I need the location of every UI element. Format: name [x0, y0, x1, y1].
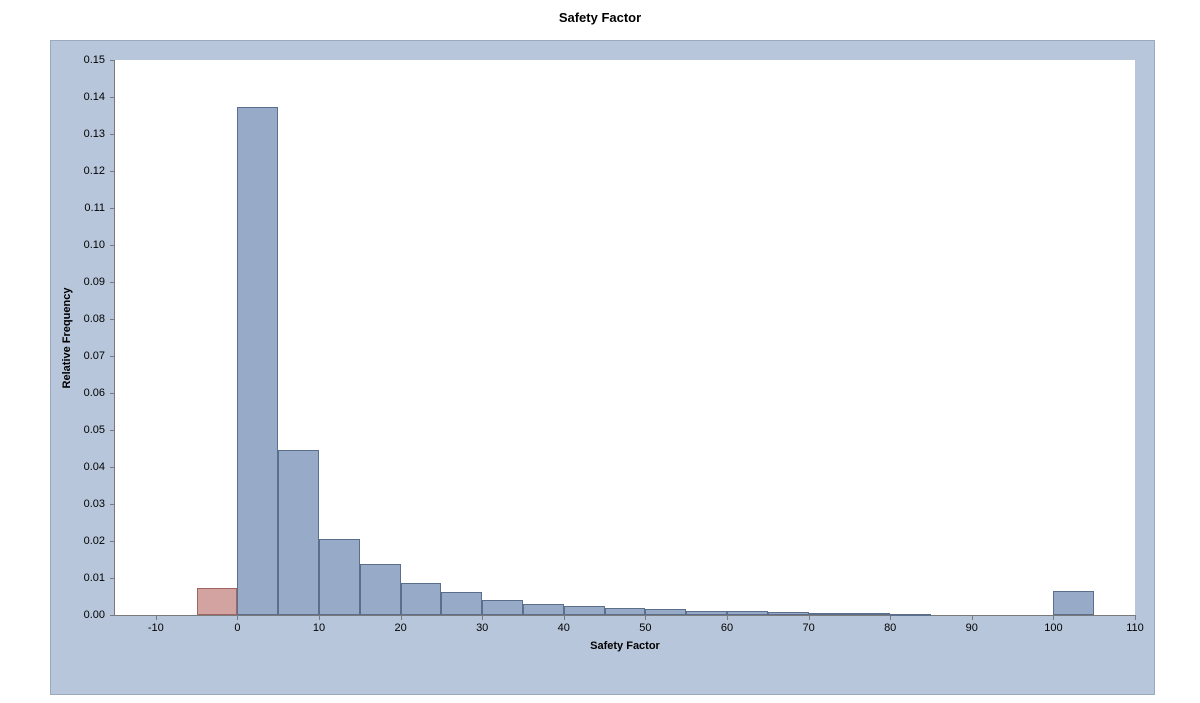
y-tick: [110, 578, 115, 579]
y-tick-label: 0.12: [75, 165, 105, 177]
histogram-bar-positive: [849, 613, 890, 615]
y-tick: [110, 245, 115, 246]
histogram-bar-positive: [360, 564, 401, 615]
x-tick: [1135, 615, 1136, 620]
y-tick: [110, 319, 115, 320]
y-tick: [110, 208, 115, 209]
y-tick-label: 0.00: [75, 609, 105, 621]
x-tick-label: 20: [394, 622, 406, 634]
x-tick-label: 90: [966, 622, 978, 634]
x-tick: [564, 615, 565, 620]
x-tick-label: 30: [476, 622, 488, 634]
y-axis-title: Relative Frequency: [61, 287, 73, 388]
histogram-bar-positive: [645, 609, 686, 615]
histogram-bar-negative: [197, 588, 238, 615]
x-tick-label: 100: [1044, 622, 1062, 634]
x-tick: [645, 615, 646, 620]
x-tick-label: 60: [721, 622, 733, 634]
histogram-bar-positive: [809, 613, 850, 615]
y-tick-label: 0.11: [75, 202, 105, 214]
histogram-bar-positive: [768, 612, 809, 615]
histogram-bar-positive: [605, 608, 646, 615]
y-tick-label: 0.06: [75, 387, 105, 399]
x-tick-label: 0: [234, 622, 240, 634]
x-tick-label: 40: [558, 622, 570, 634]
y-tick-label: 0.08: [75, 313, 105, 325]
y-tick-label: 0.14: [75, 91, 105, 103]
x-tick: [972, 615, 973, 620]
y-tick-label: 0.03: [75, 498, 105, 510]
histogram-bar-positive: [401, 583, 442, 615]
y-tick: [110, 134, 115, 135]
histogram-bar-positive: [564, 606, 605, 615]
x-tick: [727, 615, 728, 620]
y-tick-label: 0.13: [75, 128, 105, 140]
histogram-bar-positive: [278, 450, 319, 615]
y-tick: [110, 97, 115, 98]
x-tick-label: 70: [802, 622, 814, 634]
histogram-bar-positive: [727, 611, 768, 615]
y-tick: [110, 615, 115, 616]
y-tick: [110, 393, 115, 394]
x-tick: [401, 615, 402, 620]
histogram-bar-positive: [319, 539, 360, 615]
y-tick-label: 0.05: [75, 424, 105, 436]
y-tick: [110, 282, 115, 283]
y-tick: [110, 541, 115, 542]
x-axis-title: Safety Factor: [590, 640, 660, 652]
x-tick-label: 10: [313, 622, 325, 634]
x-tick-label: 110: [1126, 622, 1144, 634]
y-tick-label: 0.10: [75, 239, 105, 251]
y-tick-label: 0.07: [75, 350, 105, 362]
chart-root: Safety Factor -10 0 10 20 30 40 50 60 70 80 90 100 1…: [0, 0, 1200, 703]
x-axis-line: [115, 615, 1135, 616]
y-tick-label: 0.09: [75, 276, 105, 288]
y-tick-label: 0.02: [75, 535, 105, 547]
y-tick-label: 0.15: [75, 54, 105, 66]
histogram-bar-positive: [482, 600, 523, 615]
y-tick: [110, 504, 115, 505]
histogram-bar-positive: [237, 107, 278, 615]
x-tick: [156, 615, 157, 620]
x-tick: [482, 615, 483, 620]
histogram-bar-positive: [441, 592, 482, 615]
y-tick-label: 0.04: [75, 461, 105, 473]
x-tick: [809, 615, 810, 620]
y-tick: [110, 430, 115, 431]
histogram-bar-positive: [523, 604, 564, 615]
y-tick: [110, 356, 115, 357]
y-tick: [110, 60, 115, 61]
x-tick: [1053, 615, 1054, 620]
x-tick-label: 50: [639, 622, 651, 634]
y-tick: [110, 171, 115, 172]
x-tick: [890, 615, 891, 620]
histogram-bar-positive: [686, 611, 727, 615]
histogram-bar-positive: [1053, 591, 1094, 615]
x-tick-label: -10: [148, 622, 164, 634]
histogram-bar-positive: [890, 614, 931, 616]
y-tick-label: 0.01: [75, 572, 105, 584]
chart-title: Safety Factor: [0, 10, 1200, 25]
y-tick: [110, 467, 115, 468]
x-tick: [237, 615, 238, 620]
x-tick: [319, 615, 320, 620]
y-axis-line: [114, 60, 115, 615]
x-tick-label: 80: [884, 622, 896, 634]
